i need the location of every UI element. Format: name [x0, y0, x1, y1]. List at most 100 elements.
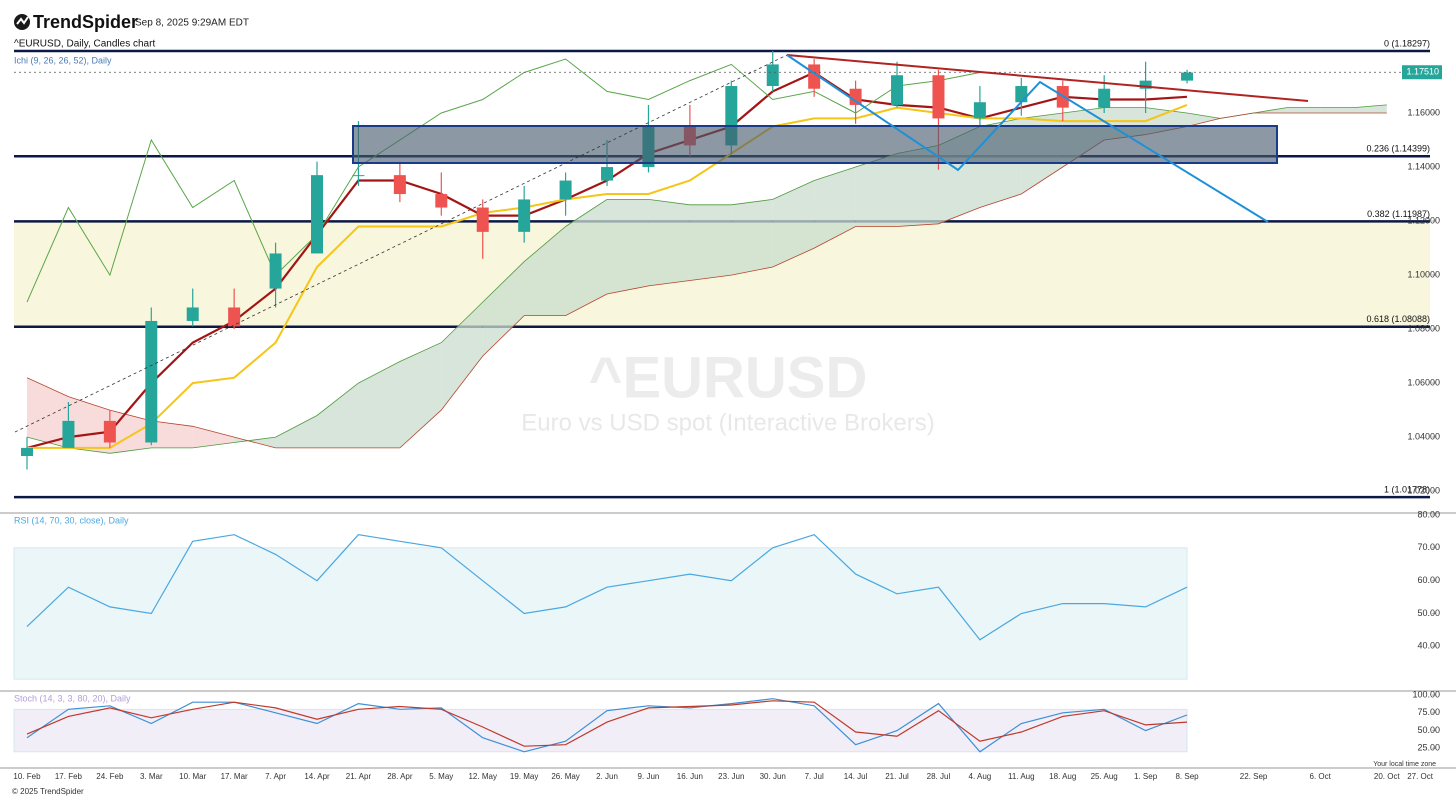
indicator-label: Ichi (9, 26, 26, 52), Daily — [14, 55, 112, 65]
last-price-tag — [1402, 65, 1442, 80]
rsi-label: RSI (14, 70, 30, close), Daily — [14, 515, 129, 525]
candle-body — [1139, 80, 1152, 89]
cloud-fill — [772, 180, 815, 267]
x-tick-label: 11. Aug — [1008, 772, 1035, 781]
logo-icon — [14, 14, 30, 30]
candle-body — [311, 175, 324, 254]
x-tick-label: 1. Sep — [1134, 772, 1158, 781]
candle-body — [228, 307, 241, 327]
candle-body — [1015, 86, 1028, 103]
candle-body — [21, 447, 33, 456]
y-tick-label: 1.14000 — [1407, 161, 1440, 171]
span-a — [26, 104, 1387, 454]
candle-body — [62, 420, 75, 448]
fib-label: 0.236 (1.14399) — [1366, 144, 1430, 154]
y-tick-label: 50.00 — [1417, 608, 1440, 618]
indicator-band — [13, 547, 1188, 680]
x-tick-label: 17. Mar — [221, 772, 248, 781]
cloud-fill — [275, 415, 318, 448]
cloud-fill — [524, 226, 566, 316]
cloud-fill — [399, 342, 442, 448]
x-tick-label: 6. Oct — [1310, 772, 1332, 781]
cloud-fill — [689, 204, 732, 281]
x-tick-label: 20. Oct — [1374, 772, 1401, 781]
cloud-fill — [897, 145, 939, 227]
cloud-fill — [482, 261, 525, 357]
timestamp: Sep 8, 2025 9:29AM EDT — [135, 18, 249, 29]
candle-body — [559, 180, 572, 200]
zone — [352, 125, 1278, 164]
cloud-fill — [855, 153, 898, 227]
y-tick-label: 80.00 — [1417, 509, 1440, 519]
candle-body — [932, 75, 945, 119]
cloud-fill — [192, 426, 235, 448]
brand: TrendSpider — [33, 12, 138, 32]
cloud-fill — [1286, 107, 1321, 114]
x-tick-label: 7. Jul — [805, 772, 824, 781]
cloud-fill — [1353, 104, 1387, 114]
cloud-fill — [68, 396, 110, 454]
candle-body — [601, 167, 614, 181]
candle-body — [145, 320, 158, 443]
x-tick-label: 22. Sep — [1240, 772, 1268, 781]
indicator-line — [27, 103, 1188, 449]
y-tick-label: 25.00 — [1417, 743, 1440, 753]
candle-body — [891, 75, 904, 105]
x-tick-label: 28. Jul — [927, 772, 951, 781]
cloud-fill — [648, 199, 690, 286]
blue-pattern — [786, 54, 1269, 223]
x-tick-label: 23. Jun — [718, 772, 744, 781]
indicator-line — [26, 58, 980, 303]
indicator-line — [26, 534, 1188, 641]
x-tick-label: 21. Jul — [885, 772, 909, 781]
cloud-fill — [27, 377, 69, 448]
x-tick-label: 7. Apr — [265, 772, 286, 781]
x-tick-label: 14. Apr — [304, 772, 330, 781]
timezone: Your local time zone — [1373, 761, 1436, 768]
copyright: © 2025 TrendSpider — [12, 787, 84, 796]
candle-body — [1098, 88, 1111, 108]
x-tick-label: 30. Jun — [760, 772, 786, 781]
x-tick-label: 26. May — [551, 772, 579, 781]
x-tick-label: 12. May — [468, 772, 496, 781]
watermark: ^EURUSD — [589, 345, 868, 410]
y-tick-label: 70.00 — [1417, 542, 1440, 552]
fib-label: 0.382 (1.11987) — [1367, 209, 1430, 219]
cloud-fill — [814, 167, 856, 249]
cloud-fill — [731, 199, 773, 276]
y-tick-label: 60.00 — [1417, 575, 1440, 585]
x-tick-label: 14. Jul — [844, 772, 868, 781]
cloud-fill — [358, 361, 400, 448]
candle-body — [393, 175, 406, 195]
cloud-fill — [234, 437, 276, 448]
drawings — [14, 54, 1309, 433]
watermark-subtitle: Euro vs USD spot (Interactive Brokers) — [521, 409, 934, 436]
indicator-band — [13, 708, 1188, 753]
x-tick-label: 2. Jun — [596, 772, 618, 781]
cloud-fill — [565, 199, 608, 316]
last-price-label: 1.17510 — [1406, 67, 1439, 77]
x-tick-label: 10. Mar — [179, 772, 206, 781]
cloud-fill — [1187, 113, 1221, 127]
cloud-fill — [441, 302, 483, 411]
candle-body — [518, 199, 531, 232]
red-trend — [786, 54, 1309, 102]
y-tick-label: 1.16000 — [1407, 107, 1440, 117]
candle-body — [186, 307, 199, 321]
y-tick-label: 1.02000 — [1407, 485, 1440, 495]
y-tick-label: 50.00 — [1417, 725, 1440, 735]
fib-label: 1 (1.01778) — [1384, 484, 1430, 494]
x-tick-label: 9. Jun — [638, 772, 660, 781]
x-tick-label: 27. Oct — [1407, 772, 1434, 781]
candle-body — [435, 194, 448, 208]
indicator-line — [26, 698, 1188, 753]
candle-body — [1181, 72, 1194, 81]
candle-body — [973, 102, 986, 119]
indicator-line — [26, 700, 1188, 747]
x-tick-label: 28. Apr — [387, 772, 413, 781]
x-tick-label: 5. May — [429, 772, 453, 781]
chart-title: ^EURUSD, Daily, Candles chart — [14, 39, 155, 50]
candle-body — [103, 420, 116, 443]
